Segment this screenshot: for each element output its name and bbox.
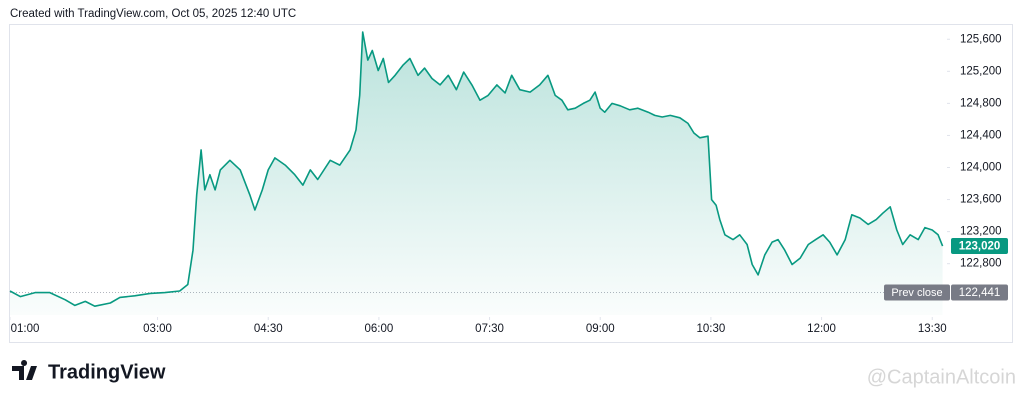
- x-tick-label: 06:00: [365, 323, 394, 335]
- y-tick-label: 123,600: [960, 194, 1002, 206]
- y-tick-label: 124,000: [960, 162, 1002, 174]
- chart-frame: [9, 24, 1013, 343]
- x-tick-label: 13:30: [918, 323, 947, 335]
- plot: 122,800 123,200 123,600 124,000 124,400 124,8…: [9, 31, 1008, 335]
- prev-close-value-tag: [951, 284, 1008, 301]
- last-price-tag: [951, 238, 1008, 255]
- y-tick-label: 124,800: [960, 97, 1002, 109]
- x-tick-label: 09:00: [586, 323, 615, 335]
- y-tick-label: 123,200: [960, 226, 1002, 238]
- y-tick-label: 122,800: [960, 258, 1002, 270]
- y-tick-label: 125,600: [960, 33, 1002, 45]
- area-fill: [10, 32, 943, 315]
- prev-close-label: 122,441: [959, 287, 1001, 299]
- logo: TradingView: [12, 360, 166, 383]
- header: Created with TradingView.com, Oct 05, 20…: [10, 8, 296, 20]
- y-tick-label: 124,400: [960, 129, 1002, 141]
- y-tick-label: 125,200: [960, 65, 1002, 77]
- x-tick-label: 01:00: [11, 323, 40, 335]
- x-tick-label: 03:00: [143, 323, 172, 335]
- price-line: [9, 31, 944, 307]
- x-tick-label: 04:30: [254, 323, 283, 335]
- last-price-label: 123,020: [959, 241, 1001, 253]
- x-tick-label: 07:30: [475, 323, 504, 335]
- logo-text: TradingView: [48, 361, 166, 383]
- prev-close-tag: [884, 284, 950, 301]
- prev-close-name: Prev close: [891, 287, 942, 299]
- x-tick-label: 12:00: [807, 323, 836, 335]
- x-tick-label: 10:30: [697, 323, 726, 335]
- watermark: @CaptainAltcoin: [867, 366, 1016, 388]
- logo-icon: [12, 360, 37, 380]
